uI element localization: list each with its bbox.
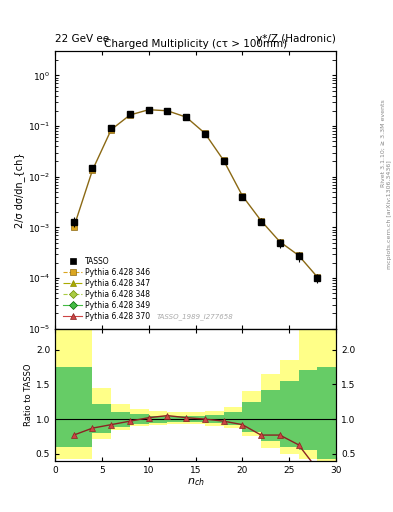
Title: Charged Multiplicity (cτ > 100mm): Charged Multiplicity (cτ > 100mm): [104, 39, 287, 49]
Legend: TASSO, Pythia 6.428 346, Pythia 6.428 347, Pythia 6.428 348, Pythia 6.428 349, P: TASSO, Pythia 6.428 346, Pythia 6.428 34…: [62, 255, 152, 322]
Y-axis label: Ratio to TASSO: Ratio to TASSO: [24, 364, 33, 426]
Y-axis label: 2/σ dσ/dn_{ch}: 2/σ dσ/dn_{ch}: [14, 152, 25, 228]
Text: Rivet 3.1.10; ≥ 3.3M events: Rivet 3.1.10; ≥ 3.3M events: [381, 99, 386, 187]
Text: 22 GeV ee: 22 GeV ee: [55, 33, 109, 44]
Text: γ*/Z (Hadronic): γ*/Z (Hadronic): [256, 33, 336, 44]
Text: TASSO_1989_I277658: TASSO_1989_I277658: [157, 313, 234, 321]
X-axis label: $n_{ch}$: $n_{ch}$: [187, 476, 204, 488]
Text: mcplots.cern.ch [arXiv:1306.3436]: mcplots.cern.ch [arXiv:1306.3436]: [387, 161, 391, 269]
